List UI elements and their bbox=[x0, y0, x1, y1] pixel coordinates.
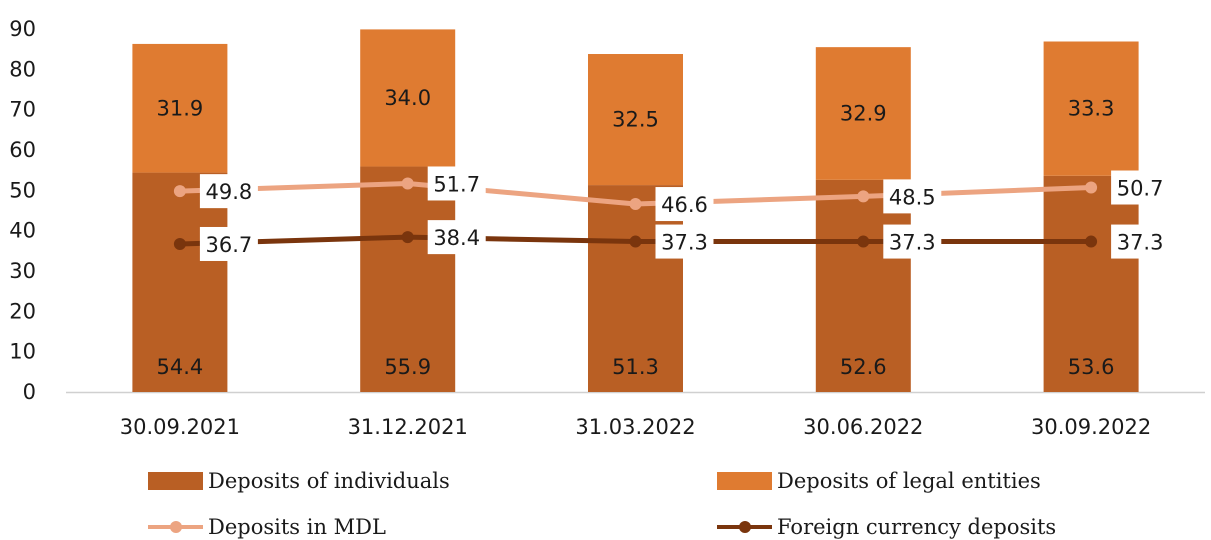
bar-data-label: 53.6 bbox=[1068, 355, 1115, 379]
legend-swatch bbox=[148, 472, 203, 490]
line-data-label: 38.4 bbox=[433, 226, 480, 250]
line-point bbox=[857, 235, 870, 248]
y-tick-label: 30 bbox=[9, 259, 36, 283]
bar-data-label: 32.9 bbox=[840, 101, 887, 125]
line-point bbox=[401, 177, 414, 190]
bar-segment bbox=[132, 172, 228, 392]
line-label-box bbox=[199, 226, 258, 261]
y-axis: 0 10 20 30 40 50 60 70 80 90 bbox=[9, 17, 36, 404]
line-label-box bbox=[883, 179, 942, 214]
legend-swatch bbox=[717, 472, 772, 490]
line-data-label: 46.6 bbox=[661, 193, 708, 217]
line-label-box bbox=[883, 224, 942, 259]
legend-label: Deposits in MDL bbox=[208, 515, 386, 539]
line-label-box bbox=[655, 224, 714, 259]
line-data-label: 51.7 bbox=[433, 172, 480, 196]
bar-segment bbox=[588, 54, 683, 186]
bar-data-label: 54.4 bbox=[157, 355, 204, 379]
bar-segment bbox=[815, 179, 911, 392]
line-data-label: 37.3 bbox=[1117, 231, 1164, 255]
y-tick-label: 50 bbox=[9, 178, 36, 202]
x-tick-label: 30.06.2022 bbox=[803, 415, 923, 439]
line-label-box bbox=[427, 220, 486, 255]
line-label-box bbox=[199, 174, 258, 209]
line-point bbox=[1085, 235, 1098, 248]
line-labels-layer: 49.8 51.7 46.6 48.5 50.7 36.7 38.4 37.3 37.3 37.3 bbox=[199, 166, 1170, 261]
line-point bbox=[401, 231, 414, 244]
bar-data-label: 32.5 bbox=[612, 108, 659, 132]
line-data-label: 49.8 bbox=[206, 180, 253, 204]
x-tick-label: 31.03.2022 bbox=[575, 415, 695, 439]
y-tick-label: 90 bbox=[9, 17, 36, 41]
line-data-label: 37.3 bbox=[661, 231, 708, 255]
bar-data-label: 51.3 bbox=[612, 355, 659, 379]
bar-segment bbox=[1043, 175, 1139, 392]
line-data-label: 37.3 bbox=[889, 231, 936, 255]
x-tick-label: 30.09.2022 bbox=[1031, 415, 1151, 439]
y-tick-label: 20 bbox=[9, 299, 36, 323]
x-axis-labels: 30.09.2021 31.12.2021 31.03.2022 30.06.2022… bbox=[120, 415, 1151, 439]
bar-data-label: 55.9 bbox=[384, 355, 431, 379]
line-data-label: 36.7 bbox=[206, 233, 253, 257]
legend-label: Deposits of legal entities bbox=[777, 469, 1041, 493]
x-tick-label: 30.09.2021 bbox=[120, 415, 240, 439]
line-data-label: 50.7 bbox=[1117, 177, 1164, 201]
y-tick-label: 70 bbox=[9, 98, 36, 122]
line-point bbox=[173, 185, 186, 198]
y-tick-label: 60 bbox=[9, 138, 36, 162]
bar-segment bbox=[360, 166, 456, 392]
line-point bbox=[629, 235, 642, 248]
y-tick-label: 80 bbox=[9, 57, 36, 81]
bar-segment bbox=[815, 47, 911, 180]
line-point bbox=[857, 190, 870, 203]
line-label-box bbox=[1111, 170, 1170, 205]
legend-marker bbox=[739, 521, 751, 533]
line-label-box bbox=[655, 187, 714, 222]
line-point bbox=[629, 198, 642, 211]
bar-data-label: 31.9 bbox=[157, 96, 204, 120]
line-data-label: 48.5 bbox=[889, 185, 936, 209]
legend: Deposits of individuals Deposits of legal… bbox=[148, 469, 1056, 539]
legend-label: Deposits of individuals bbox=[208, 469, 450, 493]
x-tick-label: 31.12.2021 bbox=[348, 415, 468, 439]
bar-data-label: 33.3 bbox=[1068, 97, 1115, 121]
bar-labels-layer: 54.4 31.9 55.9 34.0 51.3 32.5 52.6 32.9 53.6 33.3 bbox=[157, 86, 1115, 379]
bars-layer bbox=[132, 29, 1139, 392]
y-tick-label: 40 bbox=[9, 219, 36, 243]
line-point bbox=[173, 237, 186, 250]
line-label-box bbox=[427, 166, 486, 201]
bar-segment bbox=[132, 43, 228, 173]
y-tick-label: 10 bbox=[9, 340, 36, 364]
line-point bbox=[1085, 181, 1098, 194]
legend-label: Foreign currency deposits bbox=[777, 515, 1056, 539]
legend-marker bbox=[170, 521, 182, 533]
bar-segment bbox=[1043, 41, 1139, 176]
bar-data-label: 34.0 bbox=[384, 86, 431, 110]
bar-data-label: 52.6 bbox=[840, 355, 887, 379]
bar-segment bbox=[360, 29, 456, 167]
line-label-box bbox=[1111, 224, 1170, 259]
y-tick-label: 0 bbox=[23, 380, 36, 404]
